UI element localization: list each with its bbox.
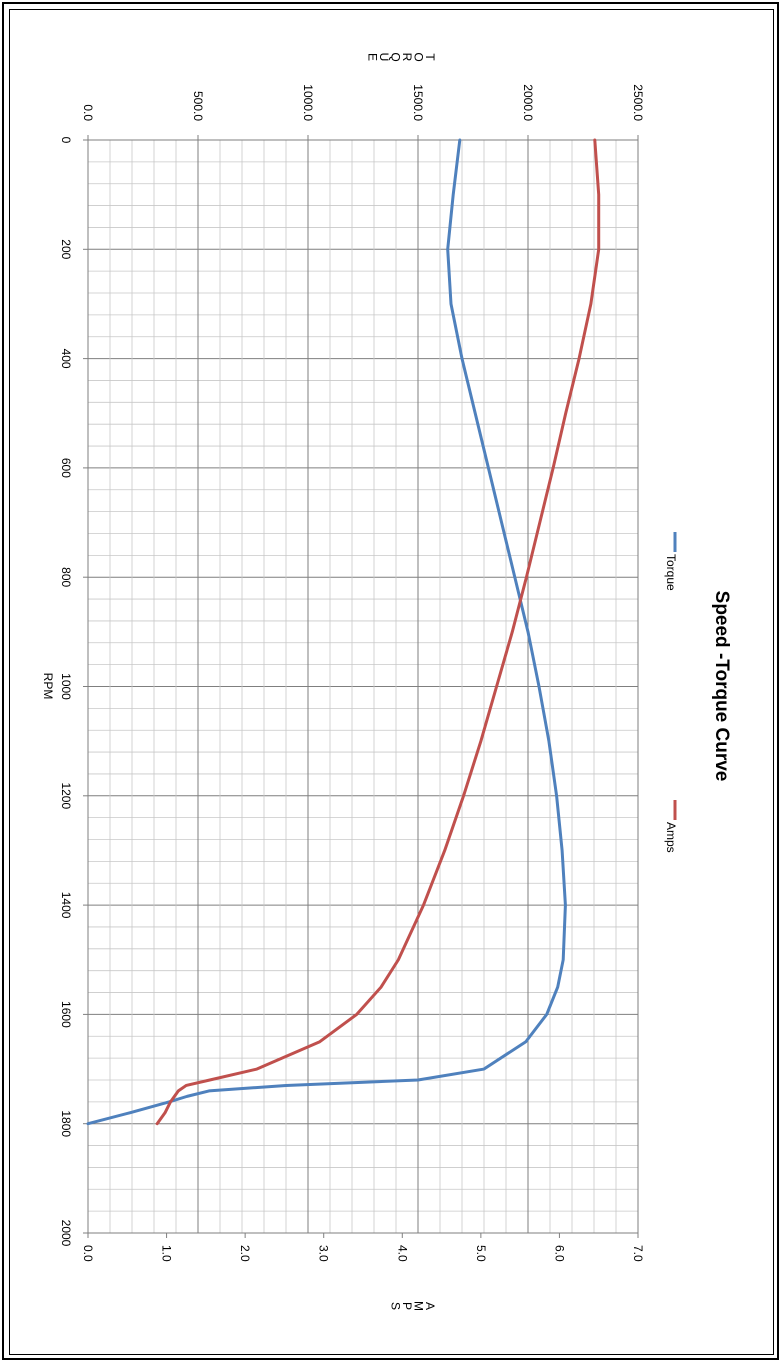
y-right-tick-label: 7.0	[631, 1245, 645, 1262]
label-layer: Speed -Torque Curve RPM 0200400600800100…	[41, 52, 732, 1311]
y-right-tick-label: 0.0	[81, 1245, 95, 1262]
x-tick-label: 0	[59, 137, 73, 144]
y-left-axis-title-letter: R	[400, 53, 414, 62]
y-right-tick-label: 2.0	[238, 1245, 252, 1262]
x-tick-label: 2000	[59, 1220, 73, 1247]
y-left-tick-label: 1500.0	[411, 84, 425, 121]
y-right-axis-title-letter: M	[412, 1301, 426, 1311]
x-tick-label: 400	[59, 349, 73, 369]
y-right-axis-title-letter: P	[400, 1302, 414, 1310]
y-right-tick-label: 4.0	[395, 1245, 409, 1262]
y-right-tick-label: 5.0	[474, 1245, 488, 1262]
y-left-tick-label: 500.0	[191, 91, 205, 121]
x-tick-label: 600	[59, 458, 73, 478]
y-left-tick-label: 1000.0	[301, 84, 315, 121]
series-line-amps	[155, 138, 601, 1126]
series-layer	[86, 138, 601, 1126]
legend-label-amps: Amps	[664, 822, 678, 853]
x-tick-label: 200	[59, 239, 73, 259]
y-left-tick-label: 0.0	[81, 104, 95, 121]
y-right-axis-title-letter: A	[423, 1302, 437, 1310]
chart-border-inner	[9, 9, 774, 1355]
x-axis-title: RPM	[41, 673, 55, 700]
y-left-axis-title-letter: U	[377, 53, 391, 62]
y-right-tick-label: 3.0	[317, 1245, 331, 1262]
x-tick-label: 1600	[59, 1001, 73, 1028]
legend: Torque Amps	[664, 532, 678, 853]
y-left-tick-label: 2500.0	[631, 84, 645, 121]
y-right-tick-label: 6.0	[552, 1245, 566, 1262]
chart-title: Speed -Torque Curve	[711, 591, 732, 782]
x-tick-label: 1200	[59, 782, 73, 809]
x-tick-label: 800	[59, 567, 73, 587]
y-left-axis-title-letter: O	[412, 52, 426, 61]
y-left-axis-title-letter: Q	[389, 52, 403, 61]
x-tick-label: 1400	[59, 892, 73, 919]
x-tick-label: 1800	[59, 1110, 73, 1137]
y-left-axis-title-letter: E	[366, 53, 380, 61]
y-left-tick-label: 2000.0	[521, 84, 535, 121]
y-right-tick-label: 1.0	[160, 1245, 174, 1262]
series-line-torque	[86, 138, 567, 1126]
plot-area	[83, 135, 639, 1238]
y-left-axis-title-letter: T	[423, 53, 437, 61]
x-tick-label: 1000	[59, 673, 73, 700]
legend-label-torque: Torque	[664, 554, 678, 591]
y-right-axis-title-letter: S	[389, 1302, 403, 1310]
